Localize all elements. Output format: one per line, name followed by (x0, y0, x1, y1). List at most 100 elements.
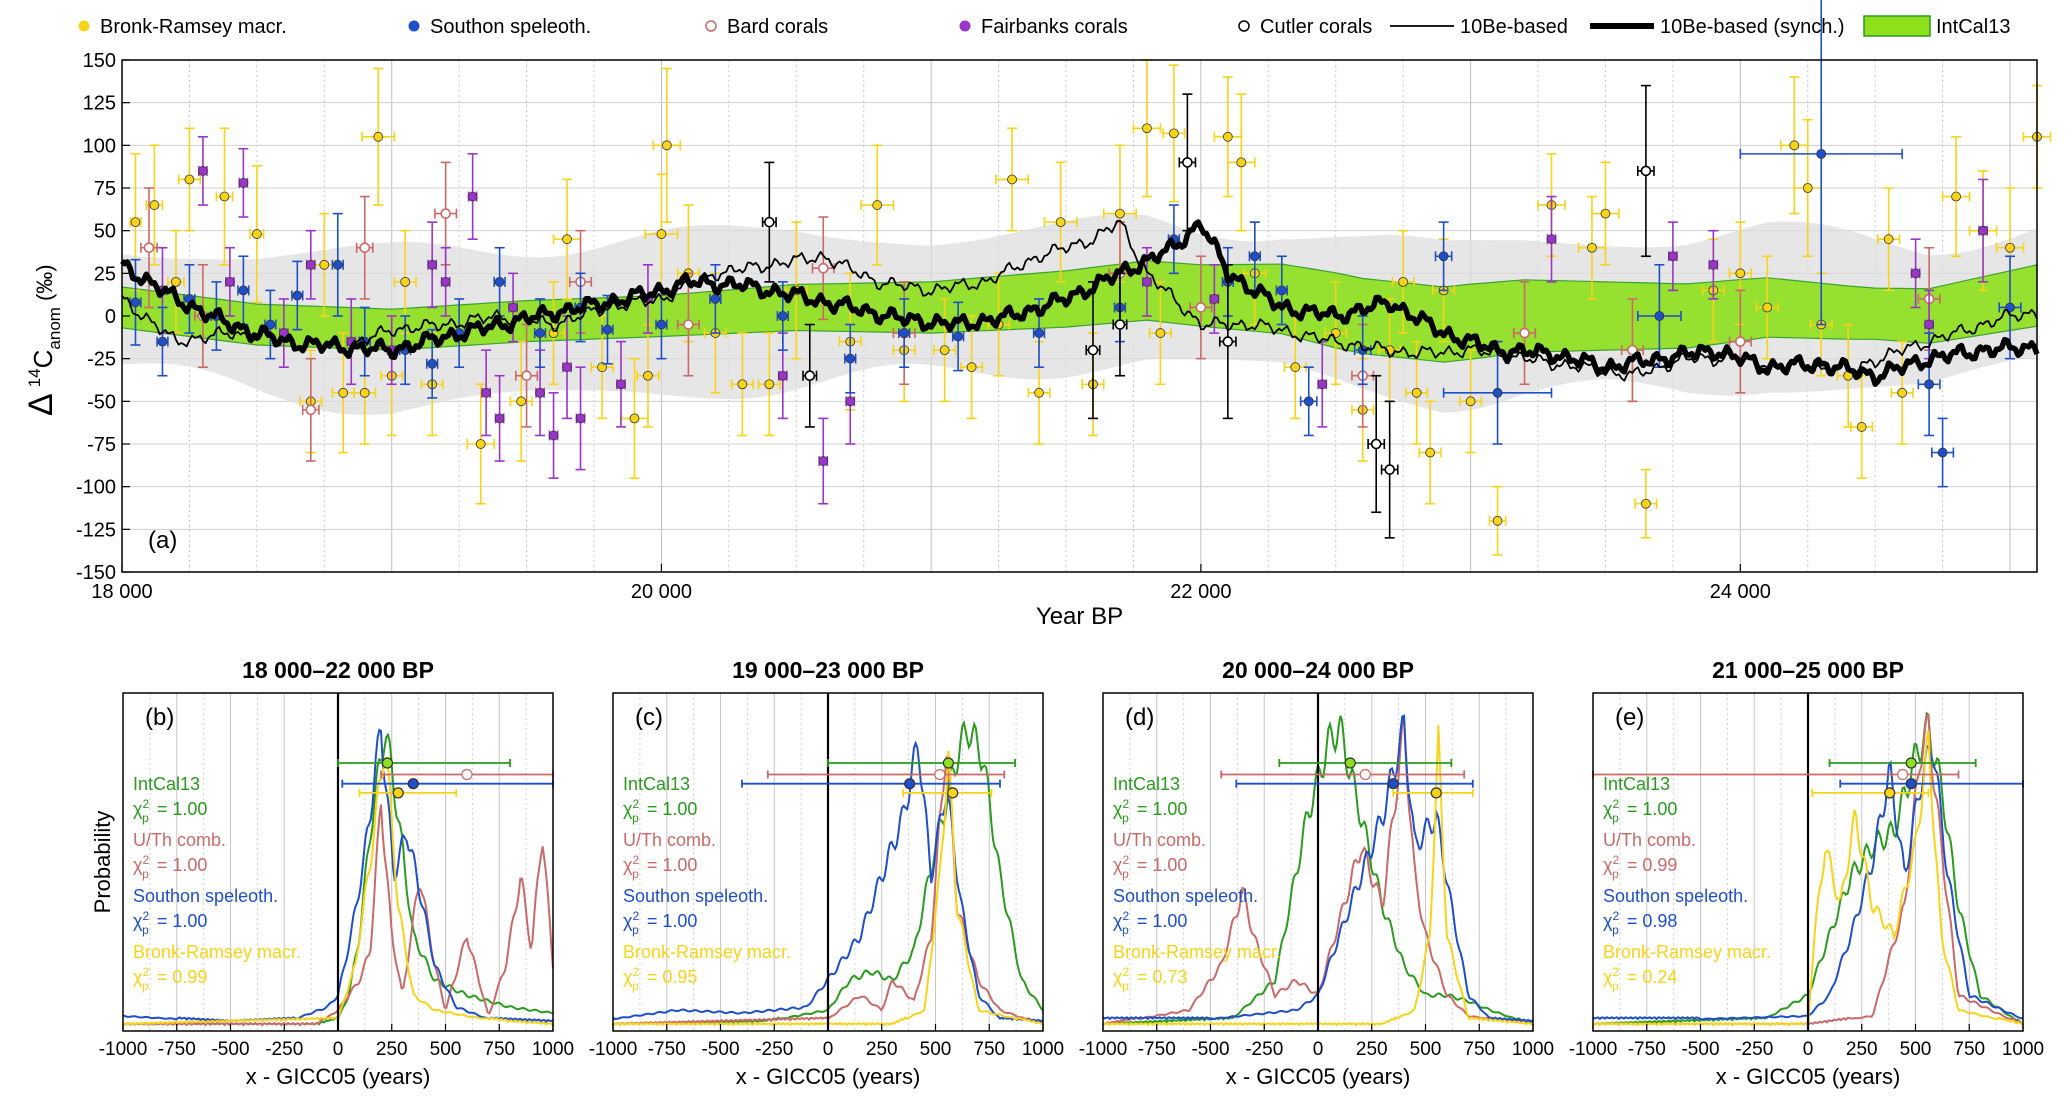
y-label-delta: Δ (22, 393, 60, 416)
chi-symbol: χ (623, 911, 633, 931)
data-point (1195, 302, 1207, 313)
x-tick-label: 500 (920, 1039, 952, 1060)
series-label: IntCal13 (133, 774, 200, 794)
data-point (1438, 251, 1449, 262)
southon-speleoth-series-point (897, 298, 911, 369)
data-point (516, 396, 527, 407)
southon-speleoth-series-point (331, 212, 344, 317)
data-point (1667, 251, 1678, 262)
x-tick-label: 750 (483, 1039, 515, 1060)
data-point (1055, 217, 1066, 228)
cutler-corals-series-point (1380, 400, 1399, 539)
chi-sub: p (632, 923, 639, 937)
series-label: U/Th comb. (623, 830, 716, 850)
data-point (508, 302, 518, 313)
bronk-ramsey-series-point (1162, 64, 1186, 203)
data-point (198, 166, 208, 176)
data-point (1290, 362, 1301, 373)
y-tick-label: -125 (76, 519, 116, 541)
interval-center (934, 768, 946, 781)
data-point (1303, 396, 1314, 407)
chi-value: = 1.00 (1627, 799, 1678, 819)
legend-label: Bard corals (727, 16, 828, 38)
data-point (777, 311, 788, 321)
x-axis-label: x - GICC05 (years) (1226, 1064, 1411, 1089)
chi-squared-label: χ2 p = 1.00 (623, 853, 697, 881)
southon-speleoth-series (129, 0, 2022, 488)
cutler-corals-series-point (1218, 263, 1237, 420)
bronk-ramsey-series-point (1728, 221, 1752, 326)
legend-item: Cutler corals (1238, 16, 1372, 38)
x-tick-label: 0 (1313, 1039, 1324, 1060)
cutler-corals-series-point (1085, 281, 1101, 420)
chi-squared-label: χ2 p = 0.99 (133, 965, 207, 993)
data-point (656, 319, 667, 330)
chi-sup: 2 (632, 909, 639, 923)
data-point (1411, 387, 1422, 398)
data-point (1087, 344, 1099, 356)
data-point (764, 379, 775, 390)
fairbanks-corals-series-point (818, 417, 829, 505)
data-point (440, 208, 451, 219)
bard-corals-series-point (301, 357, 320, 462)
data-point (535, 387, 545, 398)
data-point (332, 259, 343, 270)
data-point (1249, 251, 1260, 262)
chi-symbol: χ (1113, 911, 1123, 931)
chi-sub: p (1122, 979, 1129, 993)
chi-squared-label: χ2 p = 0.73 (1113, 965, 1187, 993)
cutler-corals-series-point (1178, 93, 1197, 232)
bard-corals-series-point (1512, 281, 1537, 386)
chi-symbol: χ (623, 855, 633, 875)
data-point (764, 216, 775, 228)
data-point (171, 276, 181, 287)
chi-value: = 1.00 (1137, 799, 1188, 819)
legend-item: 10Be-based (1390, 16, 1568, 38)
series-label: IntCal13 (1113, 774, 1180, 794)
data-point (1209, 294, 1220, 304)
chi-value: = 1.00 (1137, 911, 1188, 931)
chi-squared-label: χ2 p = 1.00 (1113, 797, 1187, 825)
data-point (1114, 319, 1126, 330)
data-point (1236, 157, 1247, 168)
fairbanks-corals-series-point (1317, 340, 1328, 428)
panel-tag: (a) (148, 527, 177, 554)
data-point (467, 191, 478, 202)
chi-squared-label: χ2 p = 1.00 (133, 909, 207, 937)
data-point (238, 177, 249, 188)
chi-sup: 2 (142, 965, 149, 979)
chi-symbol: χ (1603, 855, 1613, 875)
fairbanks-corals-series-point (548, 391, 559, 479)
data-point (184, 174, 195, 185)
data-point (1816, 148, 1827, 159)
fairbanks-corals-series-point (575, 366, 586, 471)
chi-sup: 2 (1122, 797, 1129, 811)
series-label: Southon speleoth. (1603, 886, 1748, 906)
series-label: U/Th comb. (1603, 830, 1696, 850)
chi-sup: 2 (142, 909, 149, 923)
y-tick-label: 25 (94, 263, 116, 285)
x-tick-label: -750 (648, 1039, 686, 1060)
data-point (238, 285, 249, 296)
y-tick-label: 125 (83, 93, 116, 115)
data-point (1317, 379, 1328, 390)
southon-speleoth-series-point (1739, 0, 1903, 326)
panel-title: 18 000–22 000 BP (242, 657, 434, 683)
bronk-ramsey-series-point (1418, 400, 1442, 505)
data-point (1654, 311, 1665, 321)
bronk-ramsey-series-point (995, 127, 1030, 232)
interval-center (381, 757, 394, 769)
data-point (1425, 447, 1436, 458)
legend-label: IntCal13 (1936, 16, 2011, 38)
data-point (1641, 498, 1651, 509)
data-point (1370, 438, 1382, 450)
x-tick-label: -1000 (99, 1039, 148, 1060)
bronk-ramsey-series-point (177, 127, 202, 232)
series-label: U/Th comb. (1113, 830, 1206, 850)
chi-symbol: χ (1603, 967, 1613, 987)
bronk-ramsey-series-point (1634, 468, 1658, 539)
bronk-ramsey-series-point (509, 340, 533, 462)
chi-squared-label: χ2 p = 0.24 (1603, 965, 1677, 993)
legend-label: Southon speleoth. (430, 16, 591, 38)
